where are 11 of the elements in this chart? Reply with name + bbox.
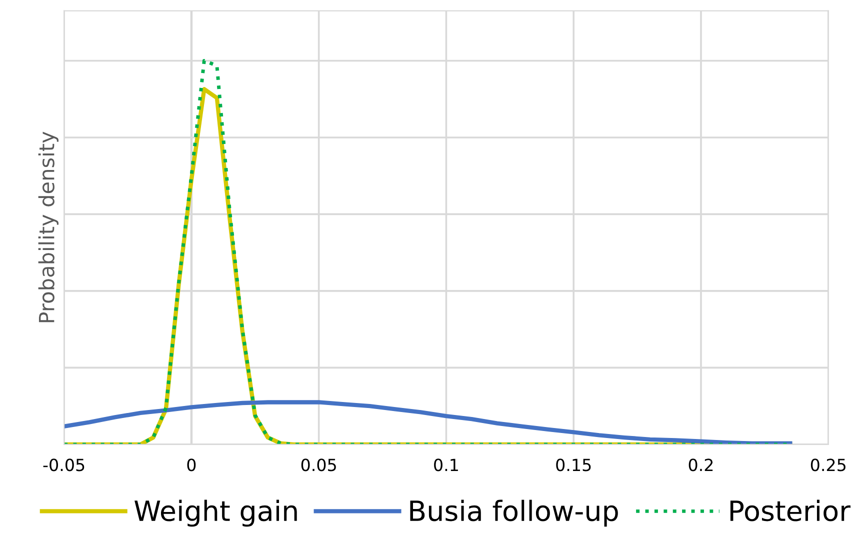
y-axis-title: Probability density bbox=[38, 132, 58, 322]
x-tick-label: 0.25 bbox=[810, 458, 846, 472]
x-tick-label: 0.15 bbox=[556, 458, 591, 472]
x-tick-label: 0.05 bbox=[301, 458, 336, 472]
x-tick-label: 0.2 bbox=[688, 458, 713, 472]
x-tick-label: 0.1 bbox=[434, 458, 458, 472]
legend-label: Weight gain bbox=[134, 500, 297, 527]
legend-label: Posterior bbox=[730, 500, 850, 522]
legend-label: Busia follow-up bbox=[410, 500, 618, 527]
x-tick-label: -0.05 bbox=[43, 458, 84, 472]
x-tick-label: 0 bbox=[187, 458, 196, 472]
